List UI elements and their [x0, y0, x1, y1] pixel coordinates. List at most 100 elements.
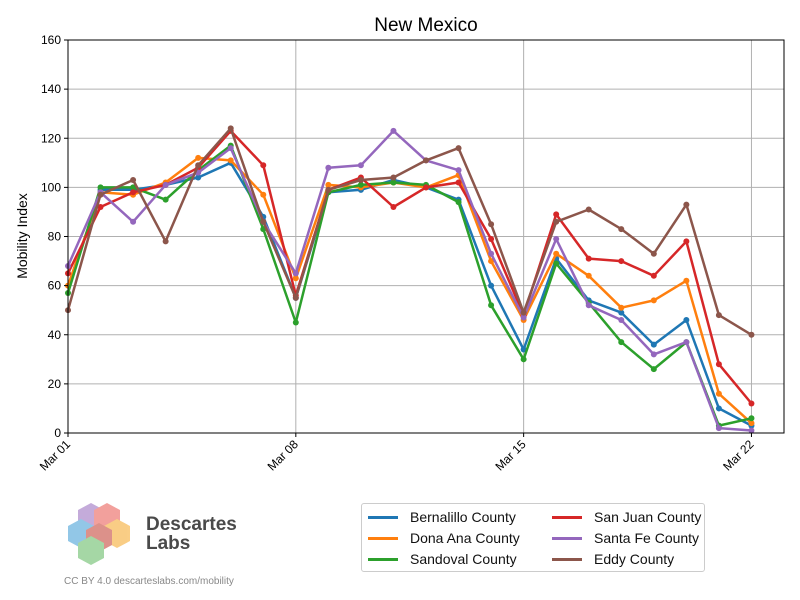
- data-point: [97, 184, 104, 191]
- data-point: [390, 204, 397, 211]
- legend-swatch: [552, 557, 582, 561]
- x-tick-label: Mar 15: [492, 437, 529, 474]
- series-line: [66, 144, 752, 427]
- data-point: [618, 304, 625, 311]
- data-point: [683, 238, 690, 245]
- legend: Bernalillo County Dona Ana County Sandov…: [361, 503, 705, 572]
- data-point: [748, 415, 755, 422]
- data-point: [683, 277, 690, 284]
- data-point: [748, 420, 755, 427]
- data-point: [715, 425, 722, 432]
- data-point: [553, 250, 560, 257]
- descartes-labs-logo-icon: [68, 503, 130, 565]
- legend-swatch: [368, 536, 398, 540]
- y-tick-label: 140: [41, 82, 61, 96]
- data-point: [715, 405, 722, 412]
- data-point: [488, 282, 495, 289]
- y-axis: 0 20 40 60 80 100 120 140 160: [41, 33, 68, 440]
- logo-line-2: Labs: [146, 533, 191, 554]
- y-tick-label: 20: [48, 377, 62, 391]
- data-point: [423, 157, 429, 164]
- legend-label: Dona Ana County: [410, 530, 520, 546]
- data-point: [390, 174, 397, 181]
- chart-title: New Mexico: [374, 15, 477, 36]
- data-point: [260, 191, 267, 198]
- data-point: [618, 309, 625, 316]
- legend-item-eddy: Eddy County: [552, 550, 674, 568]
- y-axis-label: Mobility Index: [14, 193, 30, 279]
- data-point: [553, 260, 560, 267]
- data-point: [683, 339, 690, 346]
- gridlines: [67, 39, 784, 434]
- data-point: [488, 250, 495, 257]
- data-point: [488, 221, 495, 228]
- data-point: [227, 145, 234, 152]
- data-point: [650, 341, 657, 348]
- data-point: [748, 331, 755, 338]
- data-point: [715, 312, 722, 319]
- data-point: [585, 206, 592, 213]
- data-point: [715, 361, 722, 368]
- legend-label: Sandoval County: [410, 551, 517, 567]
- data-point: [650, 351, 657, 358]
- legend-swatch: [552, 536, 582, 540]
- legend-label: Santa Fe County: [594, 530, 700, 546]
- y-tick-label: 100: [41, 180, 61, 194]
- data-point: [650, 297, 657, 304]
- legend-label: Eddy County: [594, 551, 675, 567]
- logo-line-1: Descartes: [146, 514, 237, 535]
- data-point: [455, 145, 462, 152]
- x-tick-label: Mar 08: [265, 437, 302, 474]
- x-tick-label: Mar 22: [720, 437, 757, 474]
- series-lines: [65, 125, 755, 434]
- x-axis: Mar 01 Mar 08 Mar 15 Mar 22: [37, 433, 757, 474]
- data-point: [292, 319, 299, 326]
- data-point: [357, 177, 364, 184]
- data-point: [162, 238, 169, 245]
- series-4: [65, 127, 755, 434]
- series-line: [66, 129, 753, 405]
- data-point: [130, 189, 137, 196]
- data-point: [227, 125, 234, 132]
- data-point: [585, 255, 592, 262]
- legend-swatch: [368, 515, 398, 519]
- data-point: [97, 191, 104, 198]
- data-point: [585, 302, 592, 309]
- y-tick-label: 160: [41, 33, 61, 47]
- data-point: [130, 177, 137, 184]
- data-point: [488, 302, 495, 309]
- data-point: [748, 400, 755, 407]
- y-tick-label: 40: [48, 328, 62, 342]
- data-point: [520, 356, 527, 363]
- legend-label: San Juan County: [594, 509, 702, 525]
- legend-item-san-juan: San Juan County: [552, 508, 701, 526]
- data-point: [488, 258, 495, 265]
- data-point: [520, 314, 527, 321]
- y-tick-label: 0: [54, 426, 61, 440]
- data-point: [618, 339, 625, 346]
- data-point: [260, 162, 267, 169]
- data-point: [162, 181, 169, 188]
- data-point: [260, 218, 267, 225]
- y-tick-label: 60: [48, 279, 62, 293]
- data-point: [748, 427, 755, 434]
- data-point: [227, 157, 234, 164]
- series-5: [65, 125, 755, 338]
- series-line: [66, 129, 752, 432]
- series-0: [97, 159, 755, 429]
- data-point: [683, 201, 690, 208]
- data-point: [325, 186, 332, 193]
- data-point: [195, 174, 202, 181]
- data-point: [292, 275, 299, 282]
- data-point: [455, 179, 462, 186]
- data-point: [325, 164, 332, 171]
- y-tick-label: 120: [41, 131, 61, 145]
- legend-item-dona-ana: Dona Ana County: [368, 529, 520, 547]
- series-line: [66, 127, 753, 336]
- data-point: [553, 218, 560, 225]
- data-point: [650, 250, 657, 257]
- data-point: [585, 272, 592, 279]
- data-point: [390, 127, 397, 134]
- data-point: [455, 199, 462, 206]
